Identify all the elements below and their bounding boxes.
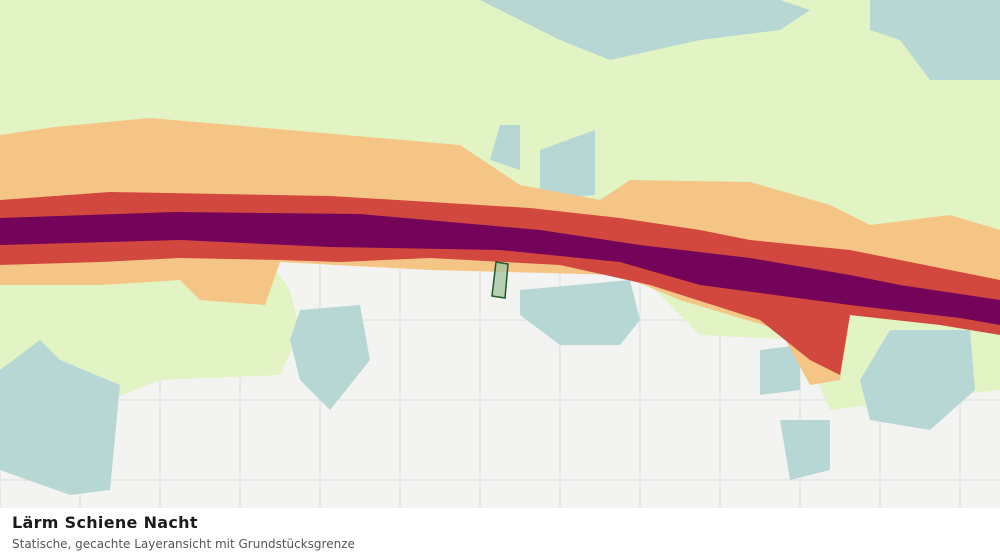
no-noise-area <box>0 262 1000 508</box>
map-subtitle: Statische, gecachte Layeransicht mit Gru… <box>12 537 355 551</box>
noise-band-purple <box>0 212 1000 325</box>
water-areas <box>0 0 1000 495</box>
parcel-boundary <box>491 261 509 299</box>
map-title: Lärm Schiene Nacht <box>12 513 198 532</box>
map <box>0 0 1000 508</box>
